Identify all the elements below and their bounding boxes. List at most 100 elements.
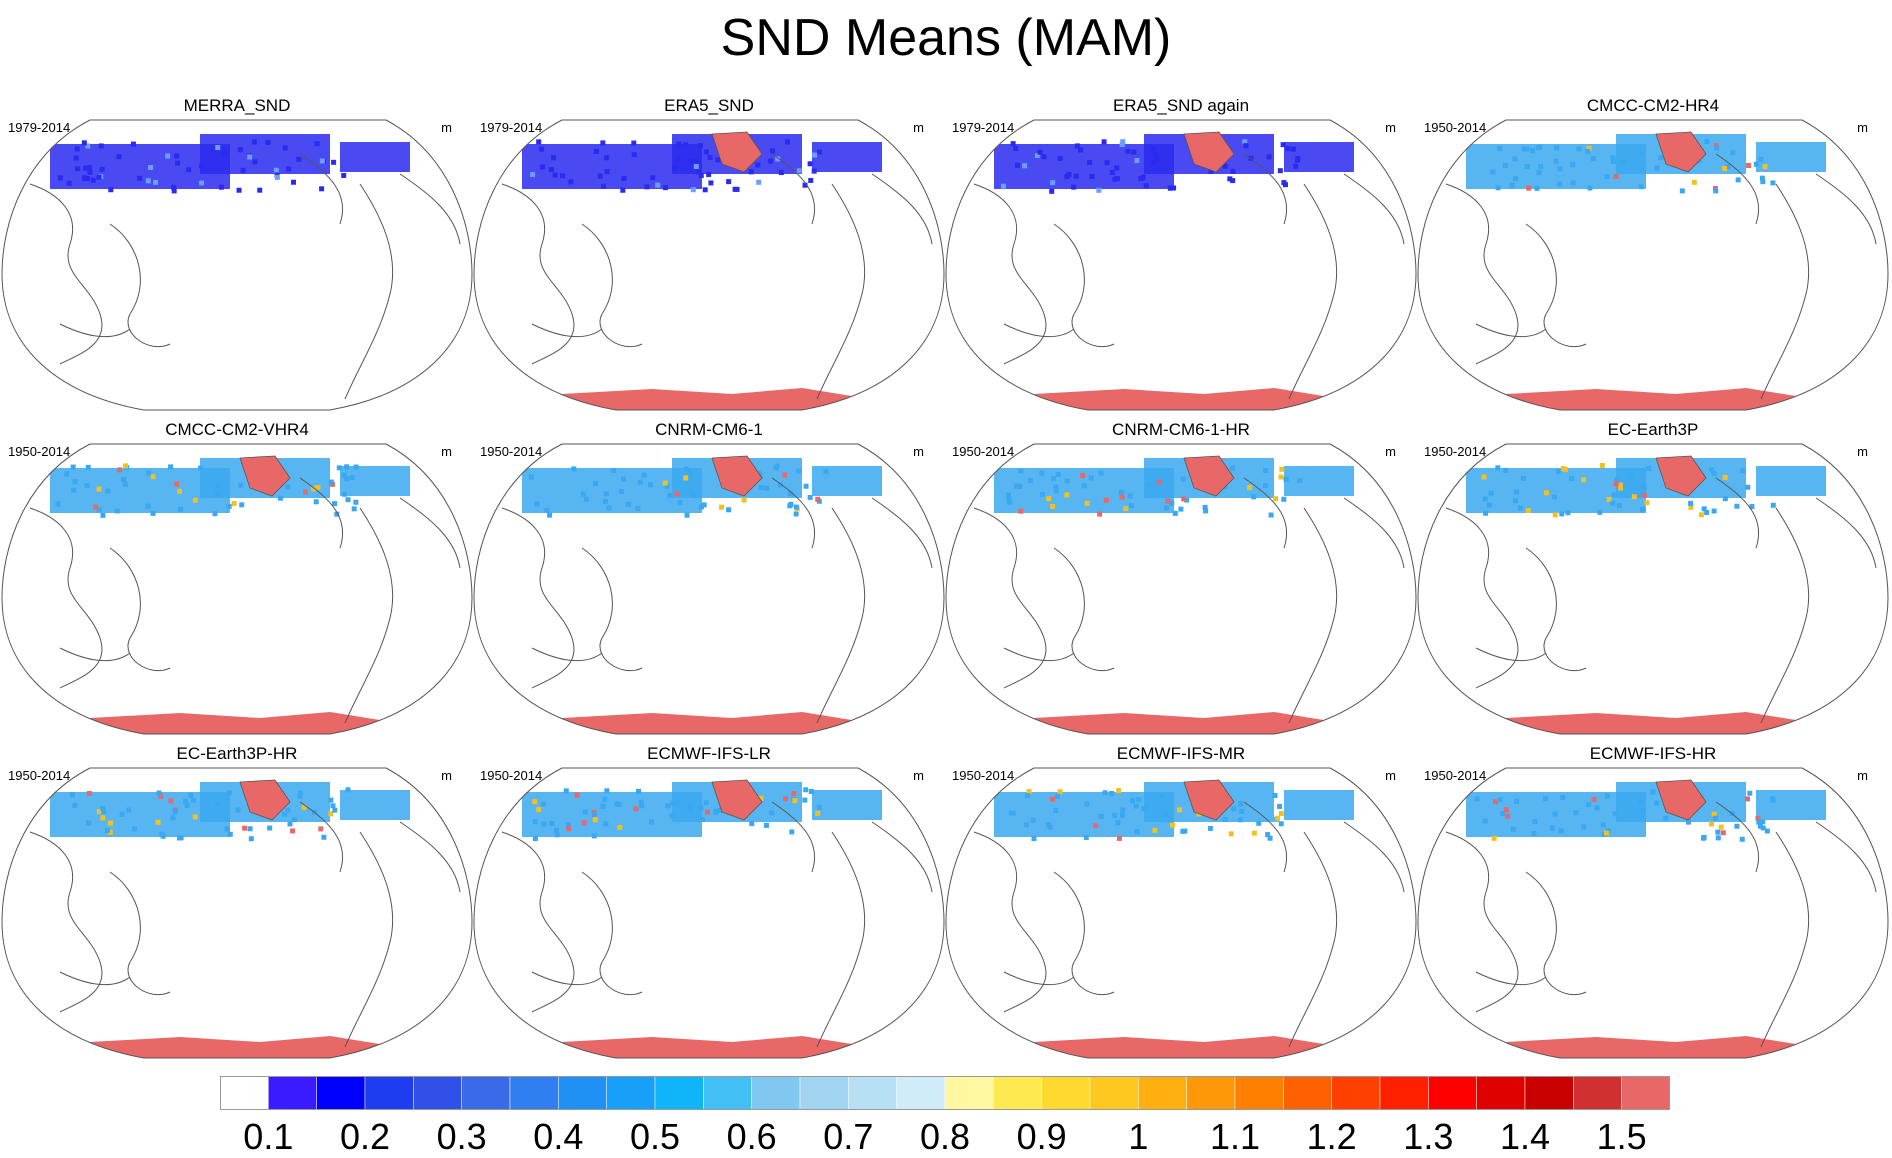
snow-cell (107, 829, 113, 835)
colorbar-tick-label: 0.8 (919, 1116, 971, 1157)
snow-cell (87, 169, 93, 175)
snow-cell (1611, 492, 1617, 498)
snow-cover-region (1756, 142, 1826, 172)
snow-cell (1749, 504, 1755, 510)
snow-cell (332, 807, 338, 813)
snow-cell (1247, 484, 1253, 490)
snow-cell (240, 167, 246, 173)
panel-title: CNRM-CM6-1 (655, 420, 763, 439)
snow-cell (582, 809, 588, 815)
snow-cell (1154, 156, 1160, 162)
snow-cell (145, 503, 151, 509)
snow-cell (1481, 474, 1487, 480)
coastline (973, 183, 1047, 365)
snow-cover-region (812, 142, 882, 172)
snow-cell (321, 834, 327, 840)
panel-period: 1950-2014 (8, 768, 71, 783)
snow-cell (1503, 807, 1509, 813)
snow-cell (764, 485, 770, 491)
snow-cell (334, 511, 340, 517)
snow-cell (1119, 494, 1125, 500)
snow-cell (1740, 468, 1746, 474)
world-map (473, 767, 945, 1059)
snow-cell (1524, 164, 1530, 170)
snow-cell (1514, 798, 1520, 804)
snow-cell (1474, 796, 1480, 802)
snow-cell (1127, 493, 1133, 499)
snow-cell (155, 819, 161, 825)
snow-cell (788, 491, 794, 497)
coastline (871, 821, 933, 893)
snow-cell (330, 803, 336, 809)
snow-cell (1015, 162, 1021, 168)
snow-cell (1745, 796, 1751, 802)
snow-cell (1745, 484, 1751, 490)
snow-cell (1757, 823, 1763, 829)
coastline (344, 507, 394, 724)
snow-cell (1720, 830, 1726, 836)
coastline (1343, 821, 1405, 893)
snow-cell (793, 511, 799, 517)
snow-cell (554, 832, 560, 838)
snow-cell (534, 501, 540, 507)
snow-cell (1088, 475, 1094, 481)
greenland-ice (1183, 779, 1235, 821)
panel-unit: m (913, 768, 924, 783)
snow-cell (74, 146, 80, 152)
snow-cell (1096, 187, 1102, 193)
snow-cell (1293, 163, 1299, 169)
snow-cell (1526, 185, 1532, 191)
snow-cell (789, 829, 795, 835)
snow-cell (808, 788, 814, 794)
globe-outline (945, 119, 1417, 411)
coastline (1525, 547, 1587, 672)
snow-cell (82, 175, 88, 181)
snow-cell (297, 790, 303, 796)
snow-cell (1497, 797, 1503, 803)
snow-cell (105, 488, 111, 494)
snow-cell (1701, 506, 1707, 512)
snow-cell (314, 141, 320, 147)
snow-cell (672, 165, 678, 171)
snow-cell (1150, 159, 1156, 165)
snow-cell (341, 491, 347, 497)
snow-cell (239, 502, 245, 508)
map-content (501, 455, 933, 734)
snow-cell (1064, 478, 1070, 484)
snow-cell (1543, 796, 1549, 802)
snow-cell (726, 179, 732, 185)
panel-period: 1950-2014 (952, 444, 1015, 459)
snow-cell (150, 474, 156, 480)
snow-cell (1262, 483, 1268, 489)
snow-cell (188, 792, 194, 798)
snow-cell (1505, 813, 1511, 819)
map-panel: CMCC-CM2-HR4 1950-2014 m (1416, 96, 1890, 416)
snow-cell (1512, 498, 1518, 504)
snow-cell (1581, 824, 1587, 830)
snow-cell (1171, 185, 1177, 191)
snow-cell (699, 816, 705, 822)
snow-cell (621, 175, 627, 181)
snow-cell (1203, 508, 1209, 514)
snow-cell (290, 828, 296, 834)
snow-cell (1159, 794, 1165, 800)
snow-cell (1230, 465, 1236, 471)
snow-cell (101, 808, 107, 814)
snow-cell (1531, 831, 1537, 837)
snow-cell (1483, 510, 1489, 516)
snow-cell (1083, 834, 1089, 840)
snow-cell (192, 497, 198, 503)
snow-cell (148, 164, 154, 170)
snow-cell (215, 482, 221, 488)
snow-cell (539, 164, 545, 170)
colorbar-swatch (703, 1076, 752, 1110)
coastline (299, 477, 344, 549)
snow-cell (566, 826, 572, 832)
panel-period: 1950-2014 (1424, 768, 1487, 783)
snow-cell (1202, 504, 1208, 510)
snow-cell (175, 160, 181, 166)
snow-cell (1638, 150, 1644, 156)
snow-cell (1018, 508, 1024, 514)
snow-cell (1646, 465, 1652, 471)
snow-cell (669, 813, 675, 819)
